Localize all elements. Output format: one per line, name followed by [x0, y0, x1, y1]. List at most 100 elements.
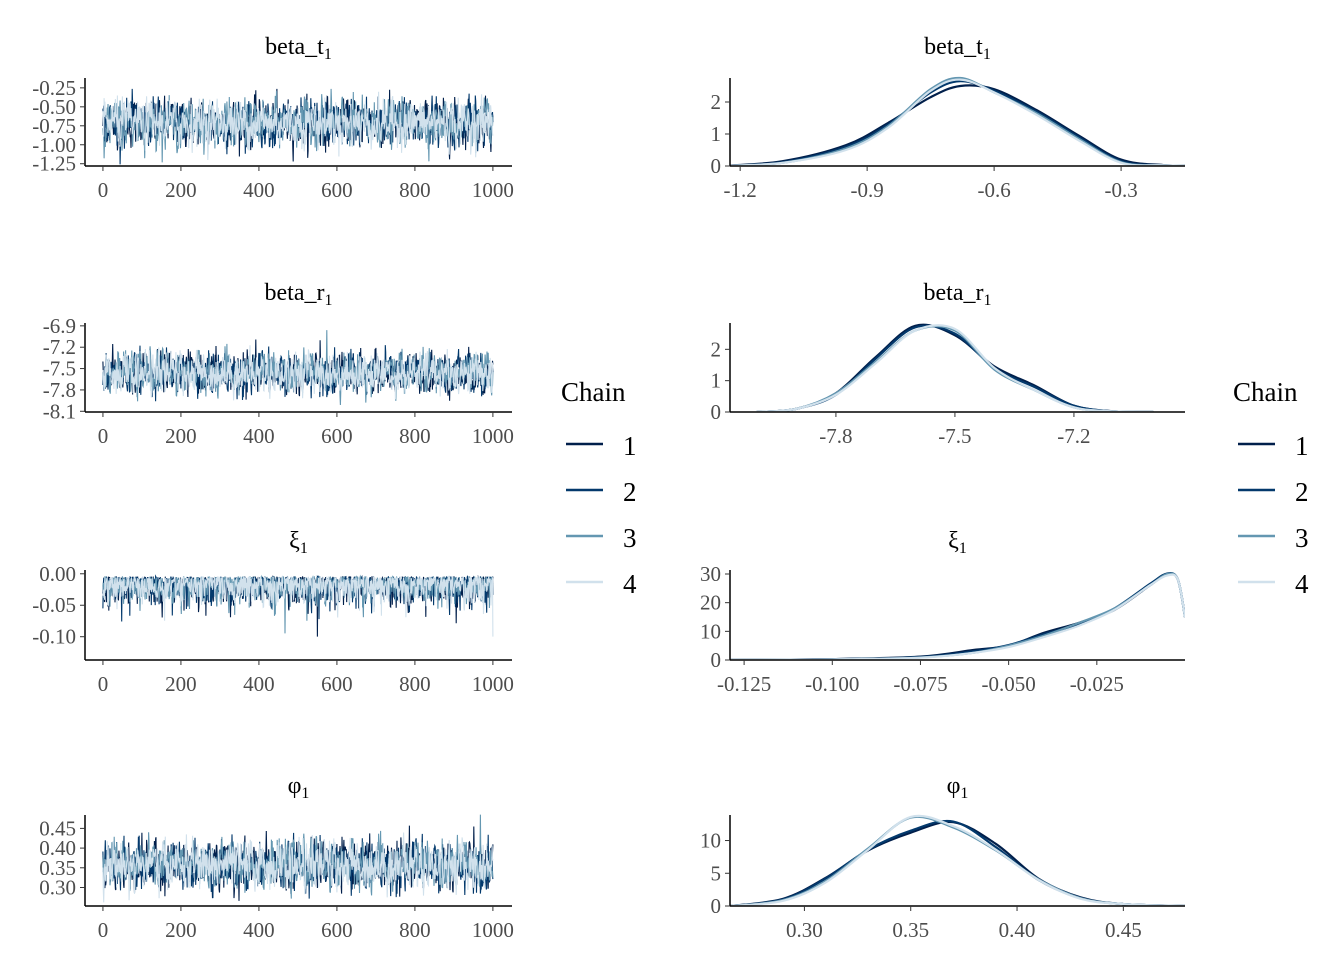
title-subscript: 1	[959, 540, 967, 557]
title-text: φ	[947, 773, 961, 799]
title-subscript: 1	[324, 292, 332, 309]
title-subscript: 1	[300, 540, 308, 557]
x-tick-label: 0	[98, 178, 109, 202]
y-tick-label: 5	[711, 861, 722, 885]
trace-line-chain-4	[102, 345, 494, 401]
panel-title: beta_r1	[924, 280, 992, 309]
x-tick-label: 1000	[472, 918, 514, 942]
x-tick-label: -0.3	[1104, 178, 1137, 202]
trace-line-chain-4	[102, 575, 494, 637]
title-text: beta_t	[265, 34, 324, 60]
density-line-chain-3	[730, 572, 1185, 660]
density-line-chain-1	[756, 323, 1154, 412]
x-tick-label: -0.9	[851, 178, 884, 202]
x-tick-label: 800	[399, 424, 431, 448]
x-tick-label: 200	[165, 918, 197, 942]
x-tick-label: -0.075	[893, 672, 947, 696]
panel-title: ξ1	[948, 528, 967, 557]
x-tick-label: 1000	[472, 178, 514, 202]
series-group	[730, 76, 1185, 166]
y-tick-label: -0.10	[32, 625, 76, 649]
x-tick-label: 0.30	[786, 918, 823, 942]
panel-title: φ1	[288, 773, 310, 802]
x-tick-label: -7.2	[1057, 424, 1090, 448]
legend-label: 1	[623, 431, 637, 461]
trace-line-chain-4	[102, 832, 494, 903]
y-tick-label: 0.30	[39, 875, 76, 899]
x-tick-label: 800	[399, 178, 431, 202]
title-text: beta_r	[924, 280, 984, 306]
legend-trace: Chain 1 2 3 4	[561, 377, 637, 599]
density-line-chain-2	[756, 324, 1154, 412]
y-tick-label: 30	[700, 562, 721, 586]
y-tick-label: 2	[711, 337, 722, 361]
panel-title: φ1	[947, 773, 969, 802]
y-tick-label: -7.8	[43, 378, 76, 402]
density-line-chain-4	[730, 814, 1185, 906]
title-text: beta_t	[924, 34, 983, 60]
panel-title: beta_r1	[265, 280, 333, 309]
x-tick-label: -0.100	[805, 672, 859, 696]
y-tick-label: 0.40	[39, 836, 76, 860]
y-tick-label: -0.05	[32, 593, 76, 617]
trace-panel-1: beta_r1 0 200 400 600 800 1000 -6.9-7.2-7.5-7.8…	[43, 280, 514, 448]
x-tick-label: -1.2	[724, 178, 757, 202]
x-tick-label: -7.8	[819, 424, 852, 448]
x-tick-label: 0	[98, 672, 109, 696]
legend-label: 3	[1295, 523, 1309, 553]
trace-panel-0: beta_t10 200 400 600 800 1000-0.25-0.50-0.75-…	[32, 34, 514, 202]
y-tick-label: -0.25	[32, 76, 76, 100]
y-tick-label: 0.35	[39, 856, 76, 880]
density-line-chain-4	[730, 78, 1185, 166]
density-line-chain-1	[730, 572, 1185, 660]
density-panel-3: φ1 0.30 0.35 0.40 0.45 0 5 10	[700, 773, 1185, 942]
y-tick-label: 2	[711, 90, 722, 114]
x-tick-label: 600	[321, 918, 353, 942]
x-tick-label: 0.45	[1105, 918, 1142, 942]
density-line-chain-2	[730, 572, 1185, 660]
x-tick-label: 400	[243, 918, 275, 942]
density-line-chain-1	[730, 84, 1185, 166]
x-tick-label: -7.5	[938, 424, 971, 448]
density-panel-1: beta_r1 -7.8 -7.5 -7.2 0 1 2	[711, 280, 1185, 448]
y-tick-label: 0	[711, 894, 722, 918]
x-tick-label: 400	[243, 178, 275, 202]
x-tick-label: 400	[243, 672, 275, 696]
y-tick-label: 1	[711, 369, 722, 393]
y-tick-label: 10	[700, 619, 721, 643]
x-tick-label: 0.40	[999, 918, 1036, 942]
legend-label: 2	[1295, 477, 1309, 507]
panel-title: beta_t1	[265, 34, 332, 63]
legend-title: Chain	[561, 377, 626, 407]
series-group	[730, 814, 1185, 906]
density-line-chain-3	[756, 325, 1154, 412]
y-tick-label: -7.5	[43, 357, 76, 381]
x-tick-label: 1000	[472, 672, 514, 696]
y-tick-label: -1.25	[32, 152, 76, 176]
y-tick-label: -6.9	[43, 314, 76, 338]
trace-line-chain-4	[102, 91, 494, 161]
legend-title: Chain	[1233, 377, 1298, 407]
density-line-chain-3	[730, 76, 1185, 166]
y-tick-label: 0	[711, 400, 722, 424]
x-tick-label: 800	[399, 672, 431, 696]
x-tick-label: 600	[321, 424, 353, 448]
trace-panel-3: φ1 0 200 400 600 800 1000 0.450.400.350.30	[39, 773, 514, 942]
x-tick-label: -0.025	[1070, 672, 1124, 696]
title-subscript: 1	[960, 785, 968, 802]
density-line-chain-2	[730, 819, 1185, 906]
density-panel-2: ξ1 -0.125 -0.100 -0.075 -0.050 -0.025 0 10 20 30	[700, 528, 1185, 696]
x-tick-label: 200	[165, 672, 197, 696]
trace-panel-2: ξ1 0 200 400 600 800 1000 0.00 -0.05 -0.10	[32, 528, 514, 696]
legend-label: 2	[623, 477, 637, 507]
y-tick-label: -8.1	[43, 399, 76, 423]
y-tick-label: -7.2	[43, 335, 76, 359]
x-tick-label: 0	[98, 918, 109, 942]
x-tick-label: -0.050	[982, 672, 1036, 696]
title-text: φ	[288, 773, 302, 799]
series-group	[730, 572, 1185, 660]
x-tick-label: -0.6	[977, 178, 1010, 202]
x-tick-label: 1000	[472, 424, 514, 448]
legend-label: 3	[623, 523, 637, 553]
series-group	[756, 323, 1154, 412]
